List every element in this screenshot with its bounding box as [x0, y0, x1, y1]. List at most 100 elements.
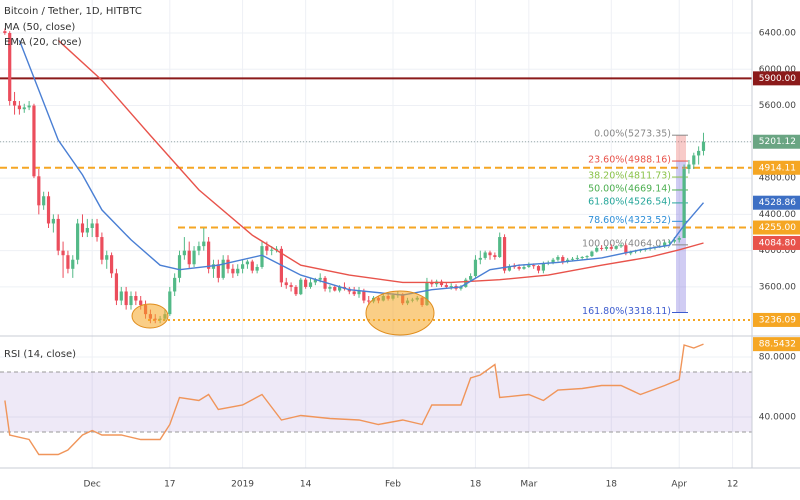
- price-tag-label: 4528.86: [759, 198, 796, 208]
- highlight: [131, 303, 169, 329]
- candle-body: [173, 277, 177, 292]
- candle-body: [42, 196, 46, 206]
- candle-body: [109, 255, 114, 274]
- x-tick-label: 17: [164, 480, 175, 490]
- candle-body: [318, 277, 322, 280]
- candle-body: [245, 261, 250, 265]
- candle-body: [507, 266, 512, 271]
- candle-body: [56, 218, 60, 251]
- x-tick-label: 18: [606, 480, 618, 490]
- legend-entry: RSI (14, close): [4, 349, 76, 360]
- x-tick-label: Dec: [83, 480, 100, 490]
- candle-body: [590, 251, 594, 257]
- candle-body: [697, 150, 701, 156]
- candle-body: [600, 247, 604, 249]
- highlight: [365, 290, 435, 336]
- candle-body: [177, 255, 182, 278]
- candle-body: [265, 246, 269, 251]
- candle-body: [483, 252, 487, 258]
- candle-body: [274, 248, 279, 250]
- candle-body: [701, 141, 706, 151]
- x-tick-label: Feb: [385, 480, 401, 490]
- legend-entry: EMA (20, close): [4, 37, 82, 48]
- candle-body: [667, 241, 672, 243]
- chart-title: Bitcoin / Tether, 1D, HITBTC: [4, 6, 142, 17]
- price-tag: [753, 220, 800, 235]
- candle-body: [362, 290, 366, 301]
- candle-body: [236, 268, 240, 274]
- candle-body: [672, 239, 676, 242]
- price-tag: [753, 71, 800, 86]
- candle-body: [469, 276, 473, 280]
- price-tags: 3600.004000.004400.004800.005200.005600.…: [83, 29, 800, 490]
- price-tag: [753, 160, 800, 175]
- candle-body: [459, 286, 463, 289]
- y-tick-label: 3600.00: [759, 282, 796, 292]
- candle-body: [473, 259, 478, 277]
- fib-label: 78.60%(4323.52): [588, 215, 671, 226]
- y-tick-label: 6400.00: [759, 29, 796, 39]
- candle-body: [493, 255, 497, 258]
- candle-body: [328, 286, 332, 289]
- candle-body: [124, 291, 128, 306]
- y-tick-label: 6000.00: [759, 65, 796, 75]
- y-tick-label: 4400.00: [759, 210, 796, 220]
- candle-body: [502, 237, 507, 271]
- candle-body: [22, 107, 26, 110]
- candle-body: [182, 250, 186, 256]
- candle-body: [308, 282, 313, 287]
- candle-body: [430, 282, 434, 285]
- candle-body: [197, 246, 201, 251]
- fib-label: 50.00%(4669.14): [588, 183, 671, 194]
- price-tag: [753, 195, 800, 210]
- candle-body: [207, 241, 211, 269]
- fib-label: 100.00%(4064.01): [582, 238, 671, 249]
- value-tag: [753, 337, 800, 352]
- candle-body: [604, 247, 609, 249]
- fib-label: 0.00%(5273.35): [594, 129, 671, 140]
- candle-body: [294, 286, 298, 295]
- candle-body: [556, 257, 560, 260]
- rsi-band: [0, 371, 752, 432]
- candle-body: [105, 255, 109, 260]
- candle-body: [304, 279, 308, 287]
- value-tag-label: 88.5432: [759, 340, 796, 350]
- fib-zone: [676, 161, 686, 313]
- x-tick-label: 2019: [231, 480, 254, 490]
- price-tag-label: 4084.80: [759, 238, 796, 248]
- price-tag-label: 4255.00: [759, 223, 796, 233]
- candle-body: [478, 257, 482, 260]
- candle-body: [100, 237, 104, 260]
- price-tag-label: 3236.09: [759, 315, 796, 325]
- candle-body: [313, 279, 317, 283]
- rsi-pane: [0, 343, 752, 456]
- candle-body: [71, 259, 75, 269]
- candle-body: [692, 155, 696, 165]
- x-tick-label: Mar: [520, 480, 537, 490]
- candle-body: [119, 291, 123, 301]
- candle-body: [76, 223, 80, 260]
- candle-body: [522, 266, 526, 269]
- candle-body: [95, 223, 99, 238]
- candle-body: [129, 296, 133, 306]
- candle-body: [260, 246, 264, 267]
- candle-body: [37, 176, 41, 206]
- candle-body: [226, 259, 230, 269]
- line-series: [57, 39, 704, 284]
- candle-body: [211, 264, 216, 269]
- candle-body: [240, 264, 245, 269]
- candle-body: [12, 101, 17, 106]
- candle-body: [338, 286, 342, 291]
- candle-body: [333, 286, 337, 291]
- candle-body: [488, 252, 492, 256]
- candle-body: [532, 265, 536, 267]
- candle-body: [357, 290, 361, 295]
- x-tick-label: Apr: [671, 480, 687, 490]
- y-tick-label: 4000.00: [759, 246, 796, 256]
- candle-body: [3, 31, 7, 34]
- line-series: [4, 343, 704, 456]
- candle-body: [517, 266, 521, 269]
- candle-body: [80, 223, 85, 233]
- y-tick-label: 80.0000: [759, 352, 796, 362]
